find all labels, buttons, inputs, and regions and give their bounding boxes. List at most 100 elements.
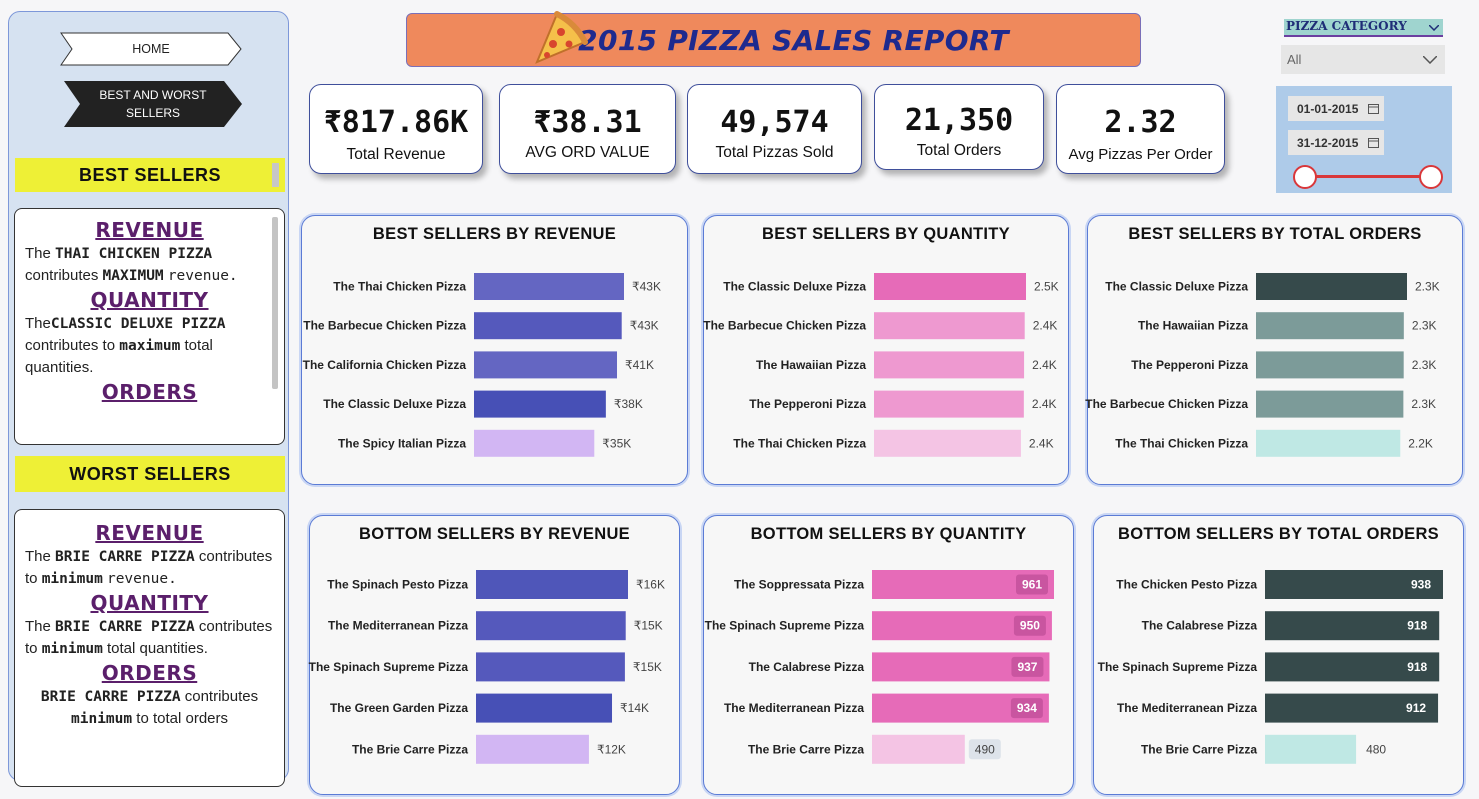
pizza-category-select[interactable]: All [1281, 45, 1445, 74]
bar[interactable] [474, 273, 624, 300]
end-date-input[interactable]: 31-12-2015 [1288, 130, 1384, 155]
date-slider-end-handle[interactable] [1419, 165, 1443, 189]
data-label-background [1401, 656, 1434, 677]
worst-quantity-pizza: BRIE CARRE PIZZA [55, 619, 195, 635]
worst-quantity-heading: QUANTITY [90, 591, 209, 615]
data-label: 2.4K [1032, 397, 1057, 411]
best-worst-sellers-button-shape [64, 81, 242, 127]
sidebar: HOME BEST AND WORST SELLERS BEST SELLERS… [8, 11, 289, 787]
data-label: 950 [1020, 619, 1040, 633]
category-label: The Brie Carre Pizza [748, 742, 864, 756]
bar[interactable] [474, 312, 622, 340]
calendar-icon[interactable] [1368, 137, 1379, 148]
data-label: ₹16K [636, 578, 665, 592]
chart-bottom-quantity: The Soppressata Pizza 961 The Spinach Supr… [705, 570, 1054, 764]
kpi-value: 49,574 [720, 105, 829, 140]
bar[interactable] [874, 351, 1025, 379]
bar[interactable] [476, 693, 613, 723]
text-minimum: minimum [41, 641, 103, 657]
data-label: ₹38K [614, 397, 643, 411]
best-quantity-text: TheCLASSIC DELUXE PIZZA contributes to m… [25, 313, 274, 379]
bar[interactable] [874, 273, 1026, 300]
data-label-background [1011, 656, 1044, 677]
data-label: 918 [1407, 619, 1427, 633]
bar[interactable] [476, 734, 589, 764]
category-label: The Classic Deluxe Pizza [723, 280, 866, 294]
pizza-category-value: All [1287, 52, 1302, 67]
bar[interactable] [476, 611, 626, 641]
category-label: The Mediterranean Pizza [1117, 701, 1257, 715]
data-label: 961 [1022, 578, 1042, 592]
category-label: The Mediterranean Pizza [328, 619, 468, 633]
category-label: The Brie Carre Pizza [352, 742, 468, 756]
best-worst-sellers-label: BEST AND WORST SELLERS [99, 88, 207, 120]
start-date-input[interactable]: 01-01-2015 [1288, 96, 1384, 121]
text-to-total-orders: to total orders [136, 710, 228, 727]
data-label: 934 [1017, 701, 1037, 715]
category-label: The Calabrese Pizza [1142, 619, 1258, 633]
category-label: The Green Garden Pizza [330, 701, 468, 715]
bar[interactable] [874, 312, 1025, 340]
data-label: 2.4K [1032, 358, 1057, 372]
card-best-quantity: BEST SELLERS BY QUANTITY The Classic Del… [703, 215, 1069, 485]
bar[interactable] [874, 390, 1024, 418]
chevron-down-icon[interactable] [1429, 25, 1439, 31]
data-label: 2.2K [1408, 436, 1433, 450]
chart-title: BOTTOM SELLERS BY TOTAL ORDERS [1117, 525, 1439, 543]
bar[interactable] [1256, 390, 1404, 418]
chart-title: BOTTOM SELLERS BY REVENUE [359, 525, 630, 543]
bar[interactable] [476, 570, 628, 599]
kpi-label: Total Pizzas Sold [715, 144, 834, 161]
bar[interactable] [872, 734, 965, 764]
bar[interactable] [1265, 734, 1357, 764]
text-minimum: minimum [71, 711, 133, 727]
chart-bottom-orders: The Chicken Pesto Pizza 938 The Calabrese … [1098, 570, 1443, 764]
worst-orders-text: BRIE CARRE PIZZA contributes minimum to … [25, 686, 274, 730]
best-worst-sellers-button[interactable]: BEST AND WORST SELLERS [64, 81, 242, 127]
bar[interactable] [874, 429, 1021, 457]
chart-best-orders: The Classic Deluxe Pizza 2.3K The Hawaiian… [1085, 273, 1440, 457]
data-label: ₹15K [633, 660, 662, 674]
bar[interactable] [476, 652, 625, 682]
data-label: ₹41K [625, 358, 654, 372]
pizza-icon [535, 11, 588, 64]
best-sellers-title: BEST SELLERS [78, 164, 222, 185]
best-info-scrollbar[interactable] [272, 217, 278, 389]
worst-revenue-text: The BRIE CARRE PIZZA contributes to mini… [25, 546, 274, 590]
home-button[interactable]: HOME [60, 32, 242, 66]
data-label-background [1400, 698, 1433, 719]
bar[interactable] [474, 351, 618, 379]
category-label: The California Chicken Pizza [303, 358, 467, 372]
category-label: The Thai Chicken Pizza [333, 280, 466, 294]
text-contributes: contributes [184, 688, 259, 705]
category-label: The Thai Chicken Pizza [1115, 436, 1248, 450]
bar[interactable] [1256, 429, 1401, 457]
category-label: The Spinach Supreme Pizza [1098, 660, 1258, 674]
date-slider-start-handle[interactable] [1293, 165, 1317, 189]
best-quantity-heading: QUANTITY [90, 288, 209, 312]
text-the: The [25, 548, 51, 565]
date-slider-track[interactable] [1304, 175, 1432, 178]
text-contributes: contributes [25, 267, 99, 284]
category-label: The Classic Deluxe Pizza [323, 397, 466, 411]
bar[interactable] [1256, 351, 1404, 379]
bar[interactable] [474, 390, 606, 418]
bar[interactable] [1256, 273, 1407, 300]
bar[interactable] [1256, 312, 1404, 340]
category-label: The Chicken Pesto Pizza [1116, 578, 1257, 592]
banner-scroll-thumb[interactable] [272, 163, 279, 187]
pizza-category-filter-label[interactable]: PIZZA CATEGORY [1284, 19, 1443, 37]
data-label: 2.4K [1029, 436, 1054, 450]
data-label: ₹43K [632, 280, 661, 294]
category-label: The Mediterranean Pizza [724, 701, 864, 715]
kpi-value: 21,350 [904, 103, 1014, 138]
worst-revenue-heading: REVENUE [95, 521, 204, 545]
chart-title: BEST SELLERS BY REVENUE [372, 225, 617, 243]
data-label-background [1401, 615, 1434, 636]
text-the: The [25, 618, 51, 635]
chart-title: BEST SELLERS BY TOTAL ORDERS [1128, 225, 1422, 243]
chevron-down-icon[interactable] [1423, 56, 1437, 64]
data-label: 2.3K [1411, 397, 1436, 411]
calendar-icon[interactable] [1368, 103, 1379, 114]
bar[interactable] [474, 429, 595, 457]
